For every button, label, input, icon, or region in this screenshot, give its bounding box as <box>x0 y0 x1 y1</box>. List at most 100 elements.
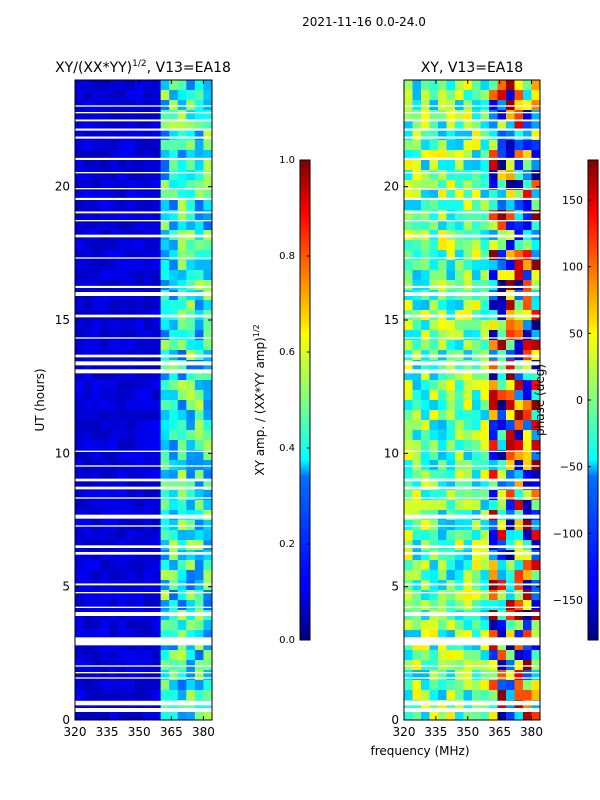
heatmap-cell <box>194 660 204 671</box>
heatmap-cell <box>497 400 507 411</box>
heatmap-cell <box>92 250 101 261</box>
heatmap-cell <box>152 500 161 511</box>
heatmap-cell <box>489 620 498 631</box>
colorbar1: 0.00.20.40.60.81.0 XY amp. / (XX*YY amp)… <box>252 155 311 646</box>
heatmap-cell <box>480 400 490 411</box>
heatmap-cell <box>83 410 93 421</box>
heatmap-cell <box>75 570 84 581</box>
heatmap-cell <box>455 130 464 141</box>
heatmap-cell <box>404 690 413 701</box>
heatmap-cell <box>134 480 144 491</box>
heatmap-cell <box>429 690 439 701</box>
heatmap-cell <box>177 690 187 701</box>
heatmap-cell <box>446 450 456 461</box>
heatmap-cell <box>126 390 136 401</box>
heatmap-cell <box>117 330 127 341</box>
heatmap-cell <box>83 650 93 661</box>
heatmap-cell <box>203 440 213 451</box>
heatmap-cell <box>421 140 430 151</box>
heatmap-cell <box>438 590 447 601</box>
heatmap-cell <box>126 470 136 481</box>
heatmap-cell <box>194 90 204 101</box>
heatmap-cell <box>134 590 144 601</box>
heatmap-cell <box>506 270 515 281</box>
heatmap-cell <box>463 550 473 561</box>
heatmap-cell <box>506 530 515 541</box>
heatmap-cell <box>160 340 170 351</box>
heatmap-cell <box>194 570 204 581</box>
heatmap-cell <box>75 120 84 131</box>
heatmap-cell <box>143 170 153 181</box>
flagged-gap <box>404 514 540 519</box>
heatmap-cell <box>75 100 84 111</box>
heatmap-cell <box>186 380 196 391</box>
heatmap-cell <box>472 220 481 231</box>
heatmap-cell <box>100 370 110 381</box>
heatmap-cell <box>412 210 422 221</box>
heatmap-cell <box>134 240 144 251</box>
heatmap-cell <box>429 140 439 151</box>
heatmap-cell <box>177 570 187 581</box>
heatmap-cell <box>109 150 119 161</box>
heatmap-cell <box>194 520 204 531</box>
heatmap-cell <box>497 90 507 101</box>
heatmap-cell <box>117 590 127 601</box>
heatmap-cell <box>186 160 196 171</box>
heatmap-cell <box>143 480 153 491</box>
heatmap-cell <box>152 300 161 311</box>
heatmap-cell <box>92 560 101 571</box>
heatmap-cell <box>472 280 481 291</box>
heatmap-cell <box>83 260 93 271</box>
flagged-gap <box>404 525 540 527</box>
heatmap-cell <box>100 190 110 201</box>
heatmap-cell <box>514 660 524 671</box>
heatmap-cell <box>421 670 430 681</box>
heatmap-cell <box>531 340 541 351</box>
heatmap-cell <box>463 130 473 141</box>
heatmap-cell <box>152 470 161 481</box>
heatmap-cell <box>169 490 179 501</box>
heatmap-cell <box>404 260 413 271</box>
heatmap-cell <box>506 220 515 231</box>
heatmap-cell <box>506 330 515 341</box>
heatmap-cell <box>160 470 170 481</box>
heatmap-cell <box>92 540 101 551</box>
heatmap-cell <box>160 560 170 571</box>
heatmap-cell <box>463 440 473 451</box>
heatmap-cell <box>446 590 456 601</box>
heatmap-cell <box>429 260 439 271</box>
heatmap-cell <box>177 430 187 441</box>
heatmap-cell <box>531 240 541 251</box>
heatmap-cell <box>92 400 101 411</box>
heatmap-cell <box>186 330 196 341</box>
heatmap-cell <box>134 560 144 571</box>
heatmap-cell <box>412 630 422 641</box>
heatmap-cell <box>429 220 439 231</box>
heatmap-cell <box>92 240 101 251</box>
heatmap-cell <box>438 650 447 661</box>
heatmap-cell <box>152 200 161 211</box>
heatmap-cell <box>404 430 413 441</box>
colorbar2-tick-label: 150 <box>562 194 583 207</box>
heatmap-cell <box>186 490 196 501</box>
heatmap-cell <box>429 370 439 381</box>
heatmap-cell <box>152 100 161 111</box>
heatmap-cell <box>438 440 447 451</box>
flagged-gap <box>75 552 212 555</box>
heatmap-cell <box>429 110 439 121</box>
heatmap-cell <box>109 670 119 681</box>
heatmap-cell <box>194 100 204 111</box>
heatmap-cell <box>497 680 507 691</box>
heatmap-cell <box>455 680 464 691</box>
heatmap-cell <box>514 450 524 461</box>
heatmap-cell <box>446 240 456 251</box>
heatmap-cell <box>523 160 532 171</box>
heatmap-cell <box>463 620 473 631</box>
flagged-gap <box>75 637 212 646</box>
heatmap-cell <box>186 590 196 601</box>
heatmap-cell <box>455 300 464 311</box>
heatmap-cell <box>134 460 144 471</box>
heatmap-cell <box>203 330 213 341</box>
flagged-gap <box>404 314 540 318</box>
